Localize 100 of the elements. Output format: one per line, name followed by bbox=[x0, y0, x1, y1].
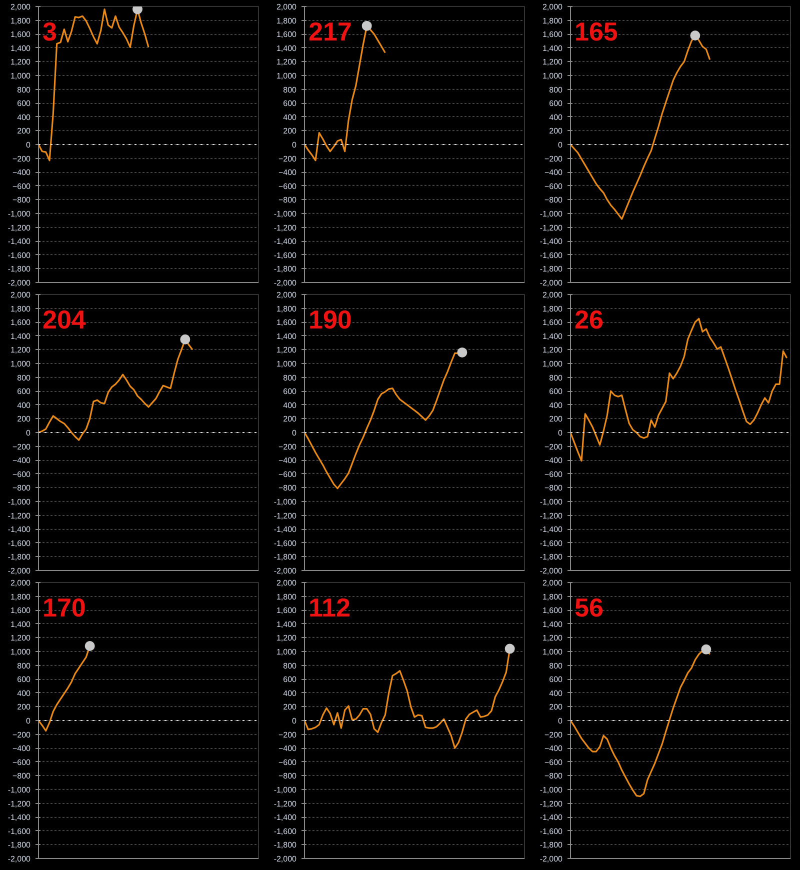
y-tick-label: 2,000 bbox=[276, 578, 298, 588]
y-tick-label: 600 bbox=[283, 99, 298, 108]
y-tick-label: 1,600 bbox=[10, 606, 32, 616]
y-tick-label: -1,400 bbox=[540, 237, 564, 246]
y-tick-label: -2,000 bbox=[540, 854, 564, 864]
y-tick-label: -1,200 bbox=[540, 511, 564, 520]
y-tick-label: 1,800 bbox=[10, 16, 32, 26]
y-tick-label: 2,000 bbox=[542, 578, 564, 588]
y-tick-label: 2,000 bbox=[10, 2, 32, 12]
y-tick-label: −800 bbox=[12, 484, 32, 493]
y-tick-label: 1,200 bbox=[10, 346, 32, 355]
y-tick-label: 400 bbox=[17, 688, 32, 698]
y-tick-label: -1,400 bbox=[8, 525, 32, 534]
y-tick-label: −200 bbox=[278, 730, 298, 740]
y-tick-label: 1,800 bbox=[542, 304, 564, 314]
y-tick-label: −200 bbox=[278, 442, 298, 452]
y-tick-label: -1,800 bbox=[540, 552, 564, 562]
y-tick-label: 400 bbox=[549, 112, 564, 122]
y-tick-label: −200 bbox=[544, 730, 564, 740]
y-tick-label: 1,400 bbox=[10, 44, 32, 53]
y-tick-label: −600 bbox=[278, 470, 298, 479]
y-tick-label: 800 bbox=[549, 85, 564, 94]
y-tick-label: 2,000 bbox=[10, 578, 32, 588]
y-tick-label: 600 bbox=[17, 675, 32, 684]
y-tick-label: −200 bbox=[544, 442, 564, 452]
y-tick-label: 0 bbox=[558, 140, 564, 150]
y-tick-label: 2,000 bbox=[10, 290, 32, 300]
y-tick-label: 1,200 bbox=[10, 58, 32, 67]
y-tick-label: 600 bbox=[283, 675, 298, 684]
y-tick-label: -1,600 bbox=[540, 250, 564, 260]
y-tick-label: 1,000 bbox=[276, 360, 298, 368]
y-tick-label: −800 bbox=[12, 196, 32, 205]
y-tick-label: -1,800 bbox=[274, 840, 298, 850]
y-tick-label: -1,800 bbox=[274, 264, 298, 274]
y-tick-label: −600 bbox=[12, 758, 32, 767]
line-series bbox=[38, 8, 150, 162]
chart-title: 190 bbox=[308, 304, 352, 334]
y-tick-label: -1,200 bbox=[274, 511, 298, 520]
y-tick-label: 200 bbox=[17, 126, 32, 136]
y-tick-label: −400 bbox=[12, 456, 32, 466]
y-tick-label: -2,000 bbox=[540, 566, 564, 576]
y-tick-label: -2,000 bbox=[274, 566, 298, 576]
y-tick-label: -1,000 bbox=[274, 786, 298, 794]
y-tick-label: 1,000 bbox=[542, 360, 564, 368]
y-tick-label: 1,800 bbox=[10, 304, 32, 314]
y-tick-label: 1,200 bbox=[542, 58, 564, 67]
y-tick-label: 1,000 bbox=[542, 648, 564, 656]
y-tick-label: −400 bbox=[278, 744, 298, 754]
y-tick-label: 1,000 bbox=[10, 360, 32, 368]
y-tick-label: 1,400 bbox=[276, 620, 298, 629]
chart-title: 165 bbox=[574, 16, 618, 46]
y-tick-label: 1,200 bbox=[276, 346, 298, 355]
y-tick-label: −200 bbox=[12, 730, 32, 740]
y-tick-label: 0 bbox=[558, 716, 564, 726]
y-tick-label: 600 bbox=[17, 387, 32, 396]
y-tick-label: 0 bbox=[292, 140, 298, 150]
y-tick-label: -1,600 bbox=[540, 538, 564, 548]
y-tick-label: -1,600 bbox=[540, 826, 564, 836]
y-tick-label: -1,000 bbox=[8, 786, 32, 794]
y-tick-label: 1,800 bbox=[276, 16, 298, 26]
y-tick-label: −400 bbox=[544, 744, 564, 754]
y-tick-label: −400 bbox=[12, 168, 32, 178]
y-tick-label: 0 bbox=[558, 428, 564, 438]
y-tick-label: 1,400 bbox=[10, 620, 32, 629]
y-tick-label: 1,600 bbox=[542, 318, 564, 328]
y-tick-label: -1,600 bbox=[274, 538, 298, 548]
y-tick-label: 1,600 bbox=[276, 318, 298, 328]
y-tick-label: 0 bbox=[292, 428, 298, 438]
y-tick-label: −800 bbox=[278, 772, 298, 781]
y-tick-label: 600 bbox=[549, 387, 564, 396]
y-tick-label: 400 bbox=[283, 688, 298, 698]
y-tick-label: 400 bbox=[549, 688, 564, 698]
y-tick-label: 1,600 bbox=[542, 606, 564, 616]
y-tick-label: 200 bbox=[283, 702, 298, 712]
y-tick-label: -1,800 bbox=[8, 264, 32, 274]
y-tick-label: 1,200 bbox=[276, 634, 298, 643]
y-tick-label: 800 bbox=[283, 661, 298, 670]
y-tick-label: 800 bbox=[283, 373, 298, 382]
y-tick-label: −200 bbox=[544, 154, 564, 164]
chart-title: 26 bbox=[574, 304, 604, 334]
y-tick-label: -1,600 bbox=[8, 250, 32, 260]
y-tick-label: 800 bbox=[17, 373, 32, 382]
y-tick-label: 800 bbox=[17, 661, 32, 670]
y-tick-label: -2,000 bbox=[8, 278, 32, 288]
y-tick-label: −200 bbox=[12, 442, 32, 452]
chart-title: 204 bbox=[42, 304, 86, 334]
y-tick-label: 200 bbox=[283, 126, 298, 136]
y-tick-label: 800 bbox=[549, 661, 564, 670]
y-tick-label: 1,400 bbox=[10, 332, 32, 341]
y-tick-label: −600 bbox=[544, 182, 564, 191]
y-tick-label: -1,200 bbox=[8, 223, 32, 232]
y-tick-label: 1,800 bbox=[10, 592, 32, 602]
y-tick-label: -1,400 bbox=[274, 525, 298, 534]
chart-title: 56 bbox=[574, 592, 604, 622]
y-tick-label: -1,000 bbox=[540, 498, 564, 506]
y-tick-label: −400 bbox=[544, 456, 564, 466]
y-tick-label: 200 bbox=[17, 414, 32, 424]
y-tick-label: −400 bbox=[12, 744, 32, 754]
y-tick-label: 400 bbox=[549, 400, 564, 410]
y-tick-label: −800 bbox=[278, 196, 298, 205]
